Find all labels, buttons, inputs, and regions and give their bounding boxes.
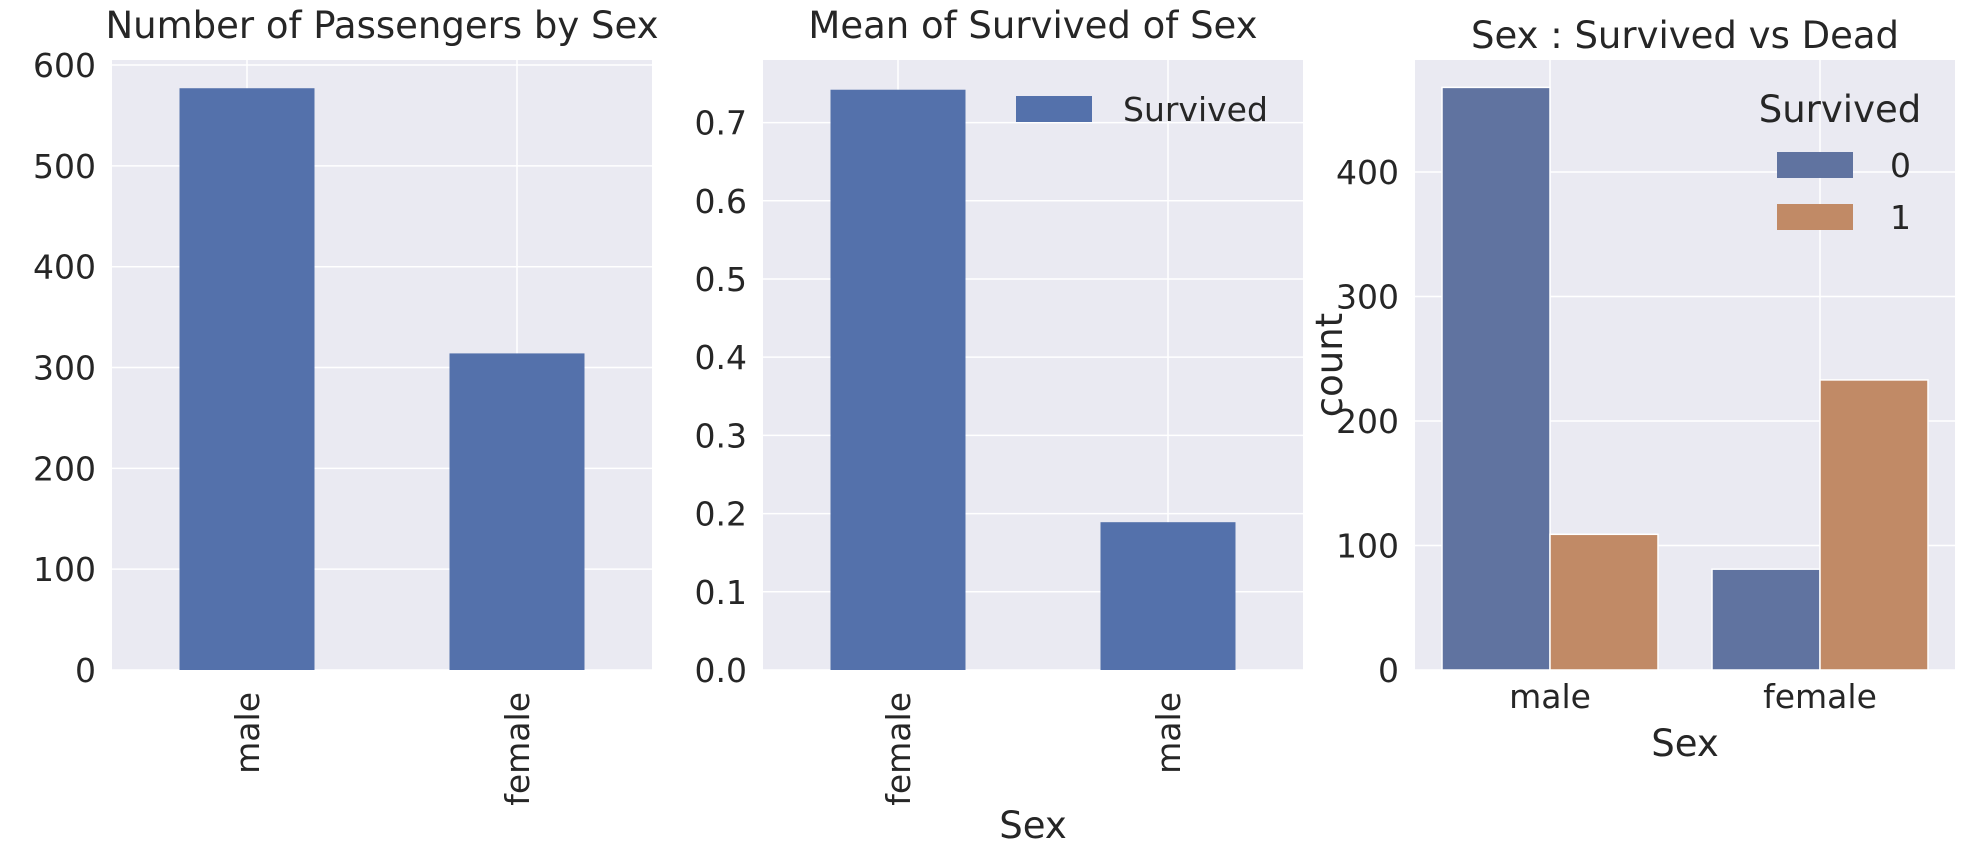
legend-swatch-Survived <box>1016 96 1092 122</box>
y-tick-label: 400 <box>1336 153 1399 192</box>
y-tick-label: 200 <box>33 449 96 488</box>
legend: Survived 0 1 <box>1759 88 1921 237</box>
legend-entry: Survived <box>1123 90 1268 129</box>
y-tick-label: 0.1 <box>695 573 747 612</box>
y-tick-label: 0.0 <box>695 651 747 690</box>
y-tick-label: 0.6 <box>695 182 747 221</box>
y-axis-label: count <box>1308 313 1351 417</box>
bar-female <box>830 89 966 670</box>
chart-1: 0 100 200 300 400 500 600 male female Number of P… <box>33 4 659 806</box>
chart-title: Number of Passengers by Sex <box>105 4 658 47</box>
bar-female-survived-1 <box>1819 379 1929 671</box>
y-tick-label: 500 <box>33 147 96 186</box>
chart-3: 0 100 200 300 400 male female Sex : Survived vs… <box>1308 14 1955 765</box>
y-tick-label: 100 <box>33 550 96 589</box>
bar-female-survived-0 <box>1711 568 1821 671</box>
bar-male <box>179 88 315 671</box>
y-tick-label: 300 <box>1336 278 1399 317</box>
y-tick-label: 0 <box>75 651 96 690</box>
y-tick-label: 0.2 <box>695 495 747 534</box>
y-tick-label: 200 <box>1336 402 1399 441</box>
chart-2: 0.0 0.1 0.2 0.3 0.4 0.5 0.6 0.7 female male Mean o… <box>695 4 1303 847</box>
y-tick-label: 400 <box>33 248 96 287</box>
x-tick-label: female <box>1763 677 1877 716</box>
bar-male <box>1100 522 1236 670</box>
y-tick-label: 0 <box>1378 651 1399 690</box>
x-axis-label: Sex <box>999 804 1067 847</box>
chart-title: Mean of Survived of Sex <box>808 4 1257 47</box>
legend-swatch-0 <box>1777 152 1853 178</box>
bar-male-survived-1 <box>1549 533 1659 671</box>
y-tick-label: 0.4 <box>695 338 747 377</box>
y-tick-label: 300 <box>33 349 96 388</box>
legend-entry: 1 <box>1890 198 1911 237</box>
x-axis-label: Sex <box>1651 722 1719 765</box>
legend-title: Survived <box>1759 88 1921 131</box>
x-tick-label: male <box>1509 677 1591 716</box>
legend-entry: 0 <box>1890 146 1911 185</box>
y-tick-label: 600 <box>33 46 96 85</box>
legend-swatch-1 <box>1777 204 1853 230</box>
x-tick-label: female <box>498 692 537 806</box>
bar-male-survived-0 <box>1441 86 1551 671</box>
chart-title: Sex : Survived vs Dead <box>1471 14 1899 57</box>
y-tick-label: 0.3 <box>695 416 747 455</box>
x-tick-label: male <box>1149 692 1188 774</box>
bar-female <box>449 353 585 670</box>
x-tick-label: male <box>228 692 267 774</box>
y-tick-label: 0.7 <box>695 104 747 143</box>
legend: Survived <box>1016 90 1268 129</box>
x-tick-label: female <box>879 692 918 806</box>
y-tick-label: 100 <box>1336 527 1399 566</box>
y-tick-label: 0.5 <box>695 260 747 299</box>
